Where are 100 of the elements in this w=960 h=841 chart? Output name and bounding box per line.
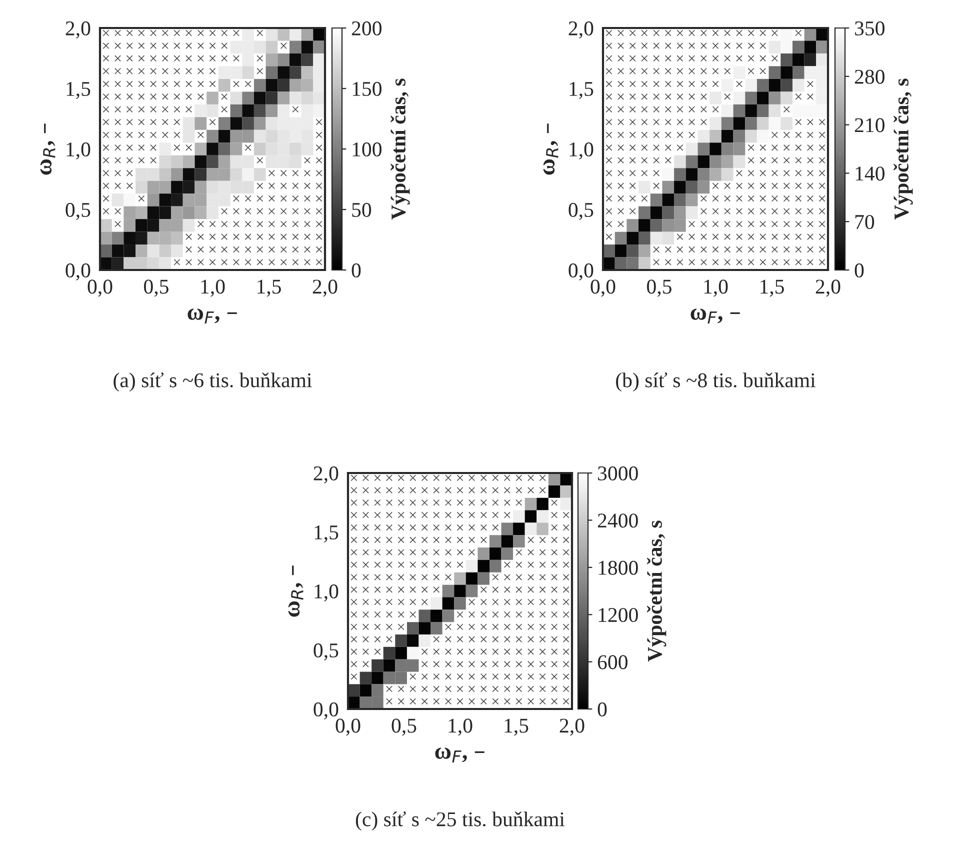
text: × (528, 624, 534, 630)
text: × (102, 132, 110, 138)
text: × (233, 55, 240, 62)
text: × (150, 68, 156, 74)
text: × (641, 157, 648, 164)
text: × (760, 246, 766, 253)
text: × (362, 500, 369, 506)
text: × (818, 157, 826, 164)
text: × (807, 246, 814, 253)
y-tick-label: 1,0 (570, 142, 594, 160)
text: × (492, 611, 499, 618)
text: × (736, 170, 742, 176)
text: × (653, 144, 660, 151)
text: × (807, 208, 814, 214)
text: × (629, 94, 636, 100)
text: × (456, 648, 464, 655)
text: × (818, 132, 826, 138)
text: × (398, 549, 404, 556)
text: × (562, 611, 570, 618)
text: × (516, 562, 522, 568)
text: × (280, 259, 287, 266)
text: × (562, 562, 570, 568)
text: × (665, 106, 672, 112)
text: × (760, 195, 766, 202)
text: × (504, 686, 510, 692)
text: × (114, 106, 121, 112)
text: × (468, 698, 475, 704)
text: × (724, 68, 730, 74)
text: × (468, 661, 475, 668)
text: × (818, 170, 826, 176)
x-tick-label: 1,5 (760, 280, 784, 297)
text: × (102, 195, 110, 202)
text: × (126, 94, 133, 100)
text: × (126, 30, 133, 36)
text: × (653, 157, 660, 164)
text: × (198, 220, 204, 228)
text: × (807, 144, 814, 151)
text: × (818, 195, 826, 202)
text: × (209, 234, 216, 240)
text: × (362, 624, 369, 630)
text: × (304, 157, 310, 164)
text: × (280, 170, 287, 176)
text: × (736, 30, 742, 36)
text: × (807, 132, 814, 138)
text: × (606, 144, 612, 151)
text: × (304, 246, 310, 253)
text: × (724, 94, 730, 100)
text: × (468, 636, 475, 642)
text: × (398, 562, 404, 568)
text: × (606, 55, 612, 62)
text: × (456, 686, 464, 692)
text: × (641, 170, 648, 176)
text: × (606, 106, 612, 112)
text: × (492, 474, 499, 481)
text: × (209, 259, 216, 266)
text: × (818, 208, 826, 214)
text: × (665, 30, 672, 36)
y-tick-label: 0,0 (314, 702, 338, 720)
text: × (114, 144, 121, 151)
text: × (138, 30, 145, 36)
text: × (114, 68, 121, 74)
text: × (398, 474, 404, 481)
text: × (374, 562, 381, 568)
text: × (244, 208, 252, 214)
text: × (150, 157, 156, 164)
text: × (186, 42, 192, 49)
text: × (102, 182, 110, 189)
text: × (350, 574, 358, 580)
y-tick-label: 1,0 (66, 142, 90, 160)
text: × (760, 144, 766, 151)
text: × (316, 118, 322, 126)
text: × (562, 586, 570, 593)
x-tick-label: 0,0 (336, 718, 360, 736)
text: × (629, 195, 636, 202)
text: × (410, 524, 416, 531)
text: × (760, 182, 766, 189)
text: × (138, 132, 145, 138)
text: × (539, 586, 546, 593)
text: × (126, 42, 133, 49)
text: × (174, 68, 180, 74)
text: × (562, 648, 570, 655)
color-bar-title: Výpočetní čas, s (894, 78, 913, 220)
text: × (256, 259, 263, 266)
text: × (350, 549, 358, 556)
text: × (618, 106, 624, 112)
text: × (174, 42, 180, 49)
text: × (516, 673, 522, 680)
text: × (362, 512, 369, 518)
text: × (641, 106, 648, 112)
text: × (422, 487, 428, 494)
text: × (198, 259, 204, 266)
text: × (724, 259, 730, 266)
text: × (209, 68, 216, 74)
text: × (562, 536, 570, 544)
text: × (653, 182, 660, 189)
text: × (772, 182, 778, 189)
text: × (362, 598, 369, 606)
text: × (304, 259, 310, 266)
text: × (528, 574, 534, 580)
text: × (410, 611, 416, 618)
